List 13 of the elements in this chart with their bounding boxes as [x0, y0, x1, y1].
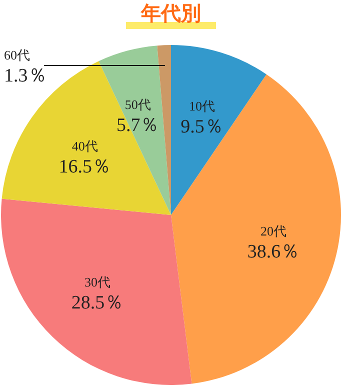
slice-label: 20代 — [260, 224, 286, 239]
data-label: 5.7％ — [116, 115, 160, 136]
data-label: 28.5％ — [71, 292, 124, 314]
slice-label: 30代 — [84, 274, 110, 290]
slice-label: 10代 — [188, 98, 215, 114]
data-label: 1.3％ — [4, 66, 47, 87]
data-label: 38.6％ — [247, 242, 300, 263]
chart-title: 年代別 — [140, 1, 201, 25]
data-label: 16.5％ — [58, 156, 111, 178]
slice-label: 60代 — [4, 48, 30, 63]
data-label: 9.5％ — [180, 116, 224, 138]
slice-label: 40代 — [72, 138, 98, 154]
slice-label: 50代 — [124, 97, 151, 112]
